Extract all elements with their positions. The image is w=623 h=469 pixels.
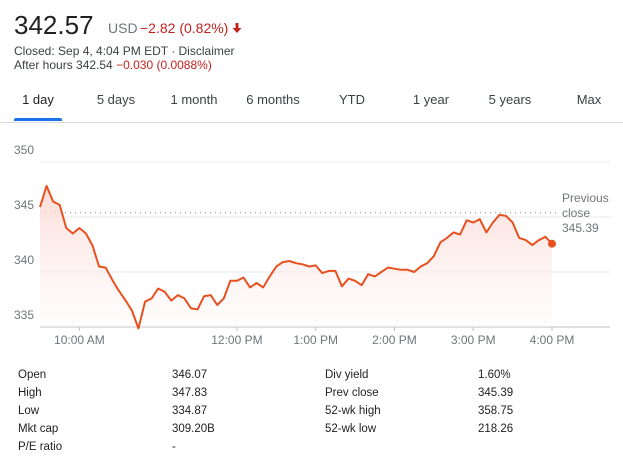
range-tab[interactable]: 1 month [170,92,218,107]
stat-label: 52-wk high [325,405,381,417]
stat-label: High [18,387,42,399]
stat-value: - [172,441,176,453]
stat-value: 334.87 [172,405,208,417]
stat-value: 345.39 [478,387,514,399]
y-tick-label: 340 [14,253,34,267]
stat-label: Prev close [325,387,379,399]
x-tick-label: 2:00 PM [372,333,417,347]
change: −2.82 (0.82%) [140,20,242,36]
range-tab[interactable]: Max [576,92,602,107]
stat-value: 218.26 [478,423,514,435]
area-fill [40,185,552,329]
chart: 335 340 345 350 10:00 AM 12:00 PM 1:00 PM 2:00 … [14,143,610,347]
x-tick-label: 4:00 PM [530,333,575,347]
y-tick-label: 345 [14,198,34,212]
stat-label: Open [18,369,47,381]
after-hours-change: −0.030 (0.0088%) [116,58,212,72]
last-point [548,239,556,248]
y-tick-label: 335 [14,308,34,322]
x-tick-label: 12:00 PM [211,333,262,347]
reference-label: Previous close 345.39 [562,191,616,236]
stat-value: 346.07 [172,369,208,381]
range-tab[interactable]: 1 year [412,92,450,107]
stat-value: 358.75 [478,405,514,417]
price: 342.57 [14,10,94,40]
down-arrow [232,23,242,33]
closed-info: Closed: Sep 4, 4:04 PM EDT · Disclaimer [14,44,235,58]
range-tab[interactable]: 1 day [22,92,54,107]
stat-value: 1.60% [478,369,511,381]
stat-label: P/E ratio [18,441,63,453]
tab-underline [14,118,62,121]
x-tick-label: 10:00 AM [54,333,105,347]
stat-value: 347.83 [172,387,208,399]
after-hours: After hours 342.54 −0.030 (0.0088%) [14,58,212,72]
y-tick-label: 350 [14,143,34,157]
stat-label: Mkt cap [18,423,59,435]
currency: USD [108,20,138,36]
after-hours-label: After hours 342.54 [14,58,113,72]
stat-label: Low [18,405,40,417]
reference-name: Previous close [562,191,609,220]
stat-value: 309.20B [172,423,215,435]
range-tab[interactable]: YTD [339,92,365,107]
x-tick-label: 3:00 PM [451,333,496,347]
price-line [39,184,553,330]
x-tick-label: 1:00 PM [293,333,338,347]
range-tab[interactable]: 5 years [488,92,532,107]
range-tab[interactable]: 6 months [246,92,300,107]
range-tab[interactable]: 5 days [96,92,136,107]
range-tabs: 1 day 5 days 1 month 6 months YTD 1 year 5 yea… [0,92,623,123]
reference-value: 345.39 [562,221,599,235]
stat-label: Div yield [325,369,369,381]
stat-label: 52-wk low [325,423,377,435]
change-text: −2.82 (0.82%) [140,20,229,36]
